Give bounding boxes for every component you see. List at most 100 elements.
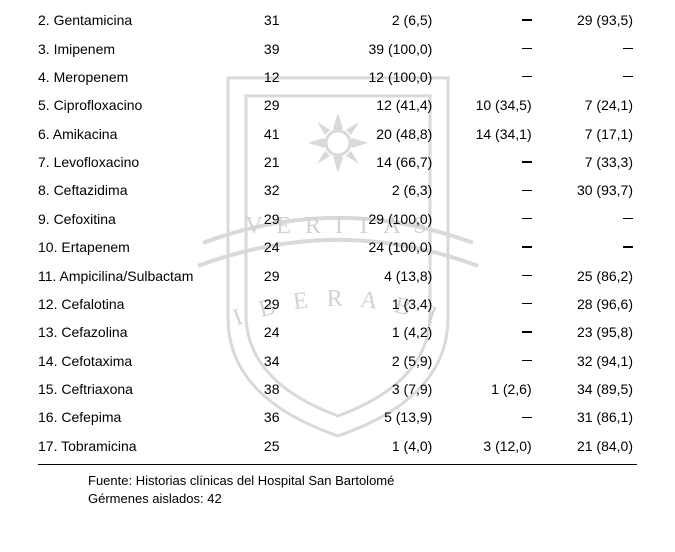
col-n: 36 (256, 403, 329, 431)
col-n: 38 (256, 375, 329, 403)
dash-icon (522, 246, 532, 247)
col-sensible: 2 (5,9) (329, 347, 438, 375)
col-n: 41 (256, 120, 329, 148)
col-intermedio: 14 (34,1) (438, 120, 537, 148)
col-sensible: 12 (100,0) (329, 63, 438, 91)
col-n: 31 (256, 6, 329, 34)
col-resistente: 34 (89,5) (538, 375, 637, 403)
col-intermedio (438, 347, 537, 375)
antibiotic-name: 6. Amikacina (38, 120, 256, 148)
table-row: 5. Ciprofloxacino2912 (41,4)10 (34,5)7 (… (38, 91, 637, 119)
dash-icon (522, 331, 532, 332)
dash-icon (522, 190, 532, 191)
col-n: 29 (256, 91, 329, 119)
dash-icon (623, 246, 633, 247)
col-n: 24 (256, 318, 329, 346)
antibiotic-name: 10. Ertapenem (38, 233, 256, 261)
dash-icon (522, 417, 532, 418)
table-row: 15. Ceftriaxona383 (7,9)1 (2,6)34 (89,5) (38, 375, 637, 403)
col-resistente: 23 (95,8) (538, 318, 637, 346)
col-n: 39 (256, 34, 329, 62)
col-resistente: 7 (33,3) (538, 148, 637, 176)
table-row: 9. Cefoxitina2929 (100,0) (38, 205, 637, 233)
col-resistente: 30 (93,7) (538, 176, 637, 204)
antibiotic-name: 4. Meropenem (38, 63, 256, 91)
table-footer: Fuente: Historias clínicas del Hospital … (38, 465, 637, 507)
col-resistente: 21 (84,0) (538, 432, 637, 460)
dash-icon (522, 19, 532, 20)
col-intermedio (438, 233, 537, 261)
col-sensible: 24 (100,0) (329, 233, 438, 261)
col-sensible: 1 (4,0) (329, 432, 438, 460)
col-intermedio (438, 318, 537, 346)
col-intermedio (438, 148, 537, 176)
col-n: 34 (256, 347, 329, 375)
col-n: 21 (256, 148, 329, 176)
col-n: 32 (256, 176, 329, 204)
col-resistente: 32 (94,1) (538, 347, 637, 375)
table-row: 6. Amikacina4120 (48,8)14 (34,1)7 (17,1) (38, 120, 637, 148)
col-resistente (538, 63, 637, 91)
antibiotic-name: 5. Ciprofloxacino (38, 91, 256, 119)
antibiotic-name: 9. Cefoxitina (38, 205, 256, 233)
antibiotic-name: 3. Imipenem (38, 34, 256, 62)
antibiotic-name: 14. Cefotaxima (38, 347, 256, 375)
table-row: 3. Imipenem3939 (100,0) (38, 34, 637, 62)
table-row: 4. Meropenem1212 (100,0) (38, 63, 637, 91)
antibiotic-name: 15. Ceftriaxona (38, 375, 256, 403)
col-resistente (538, 233, 637, 261)
antibiotic-name: 7. Levofloxacino (38, 148, 256, 176)
col-intermedio: 3 (12,0) (438, 432, 537, 460)
antibiotic-name: 13. Cefazolina (38, 318, 256, 346)
col-intermedio (438, 6, 537, 34)
footer-source: Fuente: Historias clínicas del Hospital … (88, 472, 637, 490)
col-resistente: 29 (93,5) (538, 6, 637, 34)
dash-icon (522, 161, 532, 162)
dash-icon (522, 218, 532, 219)
col-sensible: 3 (7,9) (329, 375, 438, 403)
col-sensible: 2 (6,3) (329, 176, 438, 204)
table-row: 2. Gentamicina312 (6,5) 29 (93,5) (38, 6, 637, 34)
col-resistente (538, 34, 637, 62)
col-resistente: 7 (17,1) (538, 120, 637, 148)
col-sensible: 1 (3,4) (329, 290, 438, 318)
col-sensible: 4 (13,8) (329, 261, 438, 289)
col-n: 24 (256, 233, 329, 261)
col-sensible: 2 (6,5) (329, 6, 438, 34)
dash-icon (522, 303, 532, 304)
col-intermedio: 1 (2,6) (438, 375, 537, 403)
col-intermedio (438, 34, 537, 62)
antibiotic-name: 11. Ampicilina/Sulbactam (38, 261, 256, 289)
col-n: 25 (256, 432, 329, 460)
antibiotic-name: 17. Tobramicina (38, 432, 256, 460)
col-intermedio (438, 205, 537, 233)
col-intermedio (438, 403, 537, 431)
col-sensible: 29 (100,0) (329, 205, 438, 233)
table-row: 10. Ertapenem2424 (100,0) (38, 233, 637, 261)
antibiotics-table: 2. Gentamicina312 (6,5)29 (93,5)3. Imipe… (38, 6, 637, 460)
table-row: 17. Tobramicina251 (4,0)3 (12,0)21 (84,0… (38, 432, 637, 460)
table-row: 8. Ceftazidima322 (6,3)30 (93,7) (38, 176, 637, 204)
table-row: 11. Ampicilina/Sulbactam294 (13,8)25 (86… (38, 261, 637, 289)
antibiotic-name: 2. Gentamicina (38, 6, 256, 34)
table-row: 14. Cefotaxima342 (5,9) 32 (94,1) (38, 347, 637, 375)
table-row: 12. Cefalotina291 (3,4)28 (96,6) (38, 290, 637, 318)
dash-icon (522, 360, 532, 361)
col-intermedio (438, 290, 537, 318)
col-sensible: 5 (13,9) (329, 403, 438, 431)
col-sensible: 20 (48,8) (329, 120, 438, 148)
col-n: 12 (256, 63, 329, 91)
dash-icon (522, 275, 532, 276)
col-resistente: 7 (24,1) (538, 91, 637, 119)
col-resistente: 28 (96,6) (538, 290, 637, 318)
col-n: 29 (256, 205, 329, 233)
dash-icon (522, 48, 532, 49)
table-row: 16. Cefepima365 (13,9) 31 (86,1) (38, 403, 637, 431)
col-resistente: 31 (86,1) (538, 403, 637, 431)
footer-count: Gérmenes aislados: 42 (88, 490, 637, 508)
table-row: 7. Levofloxacino2114 (66,7)7 (33,3) (38, 148, 637, 176)
antibiotic-name: 16. Cefepima (38, 403, 256, 431)
dash-icon (623, 76, 633, 77)
col-n: 29 (256, 290, 329, 318)
col-sensible: 1 (4,2) (329, 318, 438, 346)
